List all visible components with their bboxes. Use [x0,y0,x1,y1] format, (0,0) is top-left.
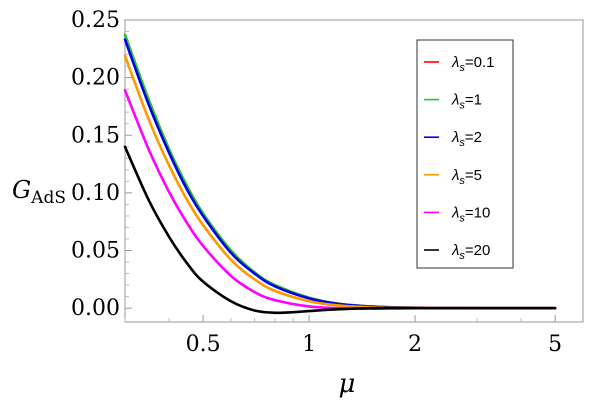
legend-label: λs=2 [451,129,482,149]
x-tick-label: 5 [548,332,562,357]
y-tick-label: 0.25 [71,8,120,33]
legend-label: λs=20 [451,242,490,262]
legend-entries: λs=0.1 λs=1 λs=2 λs=5 λs=10 λs=20 [424,54,495,262]
y-tick-label: 0.15 [71,123,120,148]
y-axis-title-main: G [12,176,31,204]
legend-box [416,39,514,269]
legend: λs=0.1 λs=1 λs=2 λs=5 λs=10 λs=20 [416,39,514,269]
series-lines [123,33,557,315]
y-tick-label: 0.00 [71,296,120,321]
legend-label: λs=5 [451,167,482,187]
x-tick-label: 2 [408,332,422,357]
y-tick-label: 0.10 [71,181,120,206]
x-axis-title: μ [339,369,356,399]
y-axis-title: GAdS [12,176,66,208]
legend-label: λs=1 [451,92,482,112]
legend-label: λs=10 [451,204,490,224]
plot-frame [124,19,584,323]
x-tick-label: 0.5 [186,332,221,357]
series-line-6 [123,145,557,315]
y-tick-label: 0.05 [71,239,120,264]
y-tick-label: 0.20 [71,66,120,91]
y-axis-title-subscript: AdS [30,188,66,208]
x-axis-ticks: 0.5 1 2 5 [124,315,562,357]
x-tick-label: 1 [302,332,316,357]
legend-label: λs=0.1 [451,54,495,74]
y-axis-ticks: 0.00 0.05 0.10 0.15 0.20 0.25 [71,8,132,321]
